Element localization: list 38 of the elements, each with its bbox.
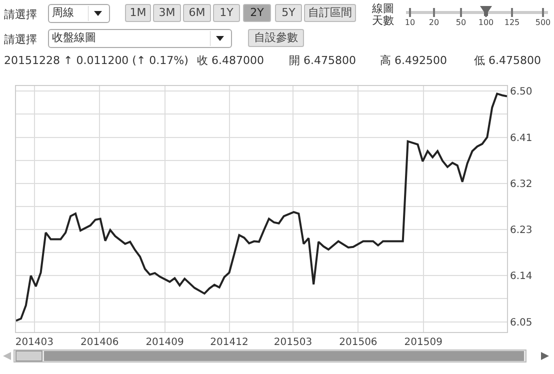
y-tick-label: 6.23 [510, 225, 532, 236]
text: 1Y [213, 4, 240, 22]
x-tick-label: 201503 [274, 337, 312, 348]
text: 收盤線圖 [52, 31, 96, 45]
text: 請選擇 [4, 8, 37, 22]
line-series [16, 92, 507, 322]
x-tick-label: 201506 [339, 337, 378, 348]
x-tick-label: 201403 [15, 337, 54, 348]
text: 開 6.475800 [289, 54, 356, 68]
x-tick-label: 201509 [404, 337, 442, 348]
x-tick-label: 201409 [146, 337, 184, 348]
text: 10 [404, 18, 416, 27]
text: 3M [153, 4, 181, 22]
y-tick-label: 6.41 [510, 132, 532, 144]
text: 請選擇 [4, 33, 37, 47]
text: 125 [504, 18, 520, 27]
text: 線圖天數 [372, 2, 395, 27]
text: 5Y [275, 4, 302, 22]
text: 50 [456, 18, 466, 27]
text: 低 6.475800 [474, 54, 541, 68]
text: 周線 [52, 6, 74, 20]
text: 100 [478, 18, 494, 27]
text: 6M [183, 4, 211, 22]
x-tick-label: 201406 [80, 337, 119, 348]
y-tick-label: 6.50 [510, 86, 532, 98]
text: 收 6.487000 [197, 54, 264, 68]
text: 自訂區間 [304, 4, 356, 22]
text: 20 [428, 18, 440, 27]
text: 高 6.492500 [380, 54, 447, 68]
text: 1M [125, 4, 151, 22]
y-tick-label: 6.32 [510, 178, 532, 190]
y-tick-label: 6.14 [510, 271, 532, 282]
y-tick-label: 6.05 [510, 317, 532, 328]
text: 20151228 ↑ 0.011200 (↑ 0.17%) [4, 54, 188, 68]
x-tick-label: 201412 [210, 337, 248, 348]
text: 自設參數 [248, 29, 304, 47]
text: 500 [535, 18, 551, 27]
text: 2Y [243, 4, 271, 22]
